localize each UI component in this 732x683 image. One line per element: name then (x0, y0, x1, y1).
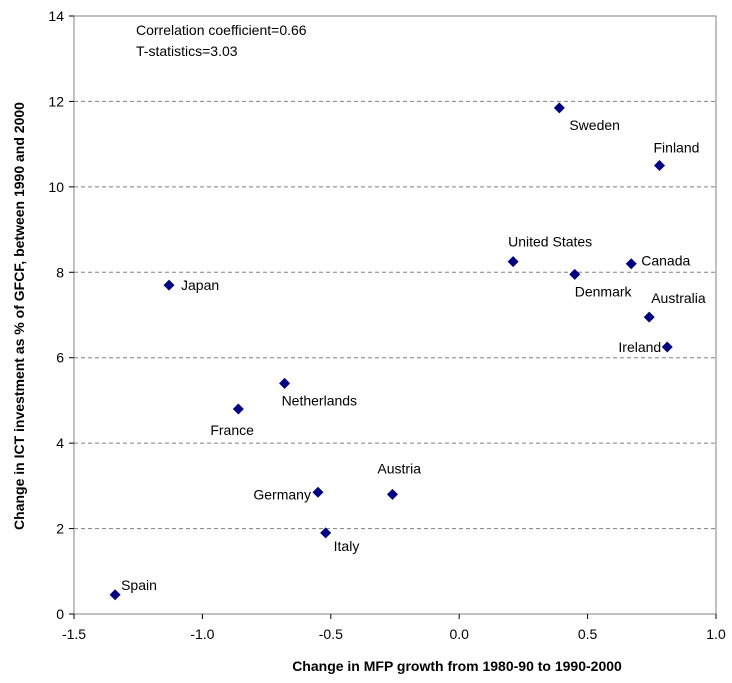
point-finland (654, 160, 666, 171)
annotation-text: Correlation coefficient=0.66 (136, 22, 307, 38)
point-france (232, 403, 244, 415)
point-denmark (569, 268, 581, 280)
gridlines (74, 100, 716, 530)
point-label-denmark: Denmark (575, 283, 633, 299)
x-tick-label: -0.5 (319, 626, 343, 642)
x-tick-label: 0.5 (578, 626, 598, 642)
point-label-japan: Japan (181, 277, 219, 293)
point-australia (643, 311, 655, 323)
point-label-canada: Canada (641, 253, 690, 269)
point-united-states (507, 256, 519, 268)
y-tick-label: 8 (56, 264, 64, 280)
annotations: Correlation coefficient=0.66 T-statistics… (136, 22, 307, 59)
y-tick-label: 12 (48, 93, 64, 109)
point-label-sweden: Sweden (569, 117, 620, 133)
point-spain (109, 589, 121, 601)
x-tick-label: -1.5 (62, 626, 86, 642)
y-tick-label: 14 (48, 8, 64, 24)
point-sweden (553, 102, 565, 114)
point-label-france: France (210, 422, 254, 438)
x-tick-label: -1.0 (190, 626, 214, 642)
annotation-text: T-statistics=3.03 (136, 43, 238, 59)
point-austria (386, 488, 398, 500)
y-tick-label: 0 (56, 606, 64, 622)
point-ireland (661, 341, 673, 353)
point-label-finland: Finland (654, 140, 700, 156)
point-label-spain: Spain (121, 577, 157, 593)
point-italy (320, 527, 332, 539)
point-label-germany: Germany (253, 486, 311, 502)
point-label-australia: Australia (651, 290, 706, 306)
point-label-austria: Austria (377, 460, 421, 476)
x-axis-title: Change in MFP growth from 1980-90 to 199… (292, 658, 622, 674)
point-germany (312, 486, 324, 498)
point-japan (163, 279, 175, 291)
x-tick-label: 0.0 (449, 626, 469, 642)
y-tick-label: 6 (56, 350, 64, 366)
point-netherlands (279, 377, 291, 389)
data-points: Sweden Finland United States Canada Denmark J… (109, 102, 706, 601)
plot-area-frame (73, 15, 717, 615)
point-canada (625, 258, 637, 270)
point-label-united-states: United States (508, 234, 592, 250)
x-axis-ticks: -1.5 -1.0 -0.5 0.0 0.5 1.0 (62, 614, 726, 642)
point-label-italy: Italy (334, 538, 360, 554)
y-axis-ticks: 0 2 4 6 8 10 12 14 (48, 8, 74, 622)
point-label-ireland: Ireland (618, 339, 661, 355)
point-label-netherlands: Netherlands (282, 392, 358, 408)
y-axis-title: Change in ICT investment as % of GFCF, b… (11, 102, 27, 530)
y-tick-label: 10 (48, 179, 64, 195)
y-tick-label: 2 (56, 521, 64, 537)
y-tick-label: 4 (56, 435, 64, 451)
x-tick-label: 1.0 (706, 626, 726, 642)
